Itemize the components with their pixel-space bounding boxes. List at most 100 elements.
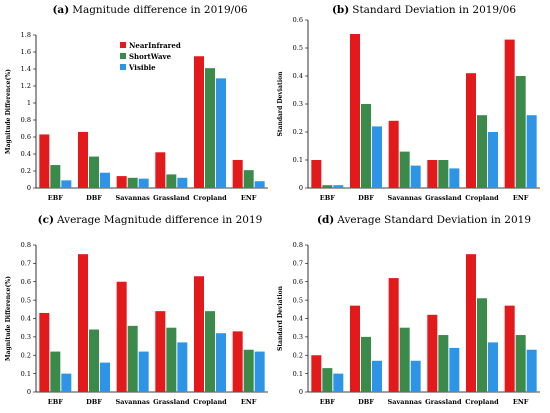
bar-shortwave-savannas — [127, 177, 138, 188]
x-tick-label: DBF — [358, 194, 374, 202]
y-tick-label: 0 — [27, 184, 31, 192]
bar-shortwave-grassland — [166, 327, 177, 392]
y-tick-label: 0.8 — [21, 241, 31, 249]
legend-entry-shortwave: ShortWave — [129, 52, 172, 61]
bar-nearinfrared-dbf — [78, 131, 88, 188]
panel-title-text: Standard Deviation in 2019/06 — [352, 4, 516, 16]
bar-nearinfrared-savannas — [388, 120, 399, 188]
x-tick-label: Cropland — [465, 398, 499, 406]
y-tick-label: 0.1 — [21, 370, 31, 378]
y-tick-label: 1.6 — [21, 48, 31, 56]
bar-visible-dbf — [372, 360, 382, 392]
bar-visible-ebf — [333, 373, 344, 392]
y-tick-label: 0.7 — [293, 260, 303, 268]
bar-visible-grassland — [177, 177, 188, 188]
panel-title-text: Magnitude difference in 2019/06 — [72, 4, 248, 16]
y-tick-label: 0.1 — [293, 370, 303, 378]
x-tick-label: EBF — [48, 398, 63, 406]
bar-visible-cropland — [216, 78, 226, 188]
bar-shortwave-cropland — [477, 298, 487, 392]
legend-swatch-visible — [120, 64, 126, 70]
bar-shortwave-cropland — [205, 68, 215, 188]
x-tick-label: Savannas — [388, 194, 423, 202]
y-tick-label: 0.6 — [293, 16, 303, 24]
bar-visible-grassland — [449, 347, 460, 392]
bar-nearinfrared-ebf — [39, 312, 50, 392]
y-tick-label: 1.8 — [21, 31, 31, 39]
x-tick-label: Grassland — [425, 398, 462, 406]
bar-shortwave-dbf — [89, 329, 99, 392]
bar-shortwave-cropland — [477, 115, 487, 188]
x-tick-label: EBF — [320, 398, 335, 406]
x-tick-label: ENF — [241, 398, 257, 406]
bar-nearinfrared-grassland — [155, 311, 166, 392]
y-tick-label: 0.4 — [21, 150, 31, 158]
bar-visible-cropland — [488, 132, 498, 188]
bar-visible-enf — [254, 351, 265, 392]
bar-nearinfrared-grassland — [427, 314, 438, 392]
y-tick-label: 0.2 — [21, 351, 31, 359]
y-tick-label: 0.4 — [293, 72, 303, 80]
bar-nearinfrared-savannas — [116, 281, 127, 392]
bar-visible-cropland — [488, 342, 498, 392]
y-tick-label: 0.7 — [21, 260, 31, 268]
legend-swatch-shortwave — [120, 53, 126, 59]
x-tick-label: DBF — [358, 398, 374, 406]
bar-nearinfrared-ebf — [311, 160, 322, 188]
y-tick-label: 0 — [299, 388, 303, 396]
bar-visible-dbf — [100, 172, 110, 188]
bar-nearinfrared-cropland — [194, 56, 204, 188]
y-tick-label: 0.2 — [293, 128, 303, 136]
y-tick-label: 0.8 — [21, 116, 31, 124]
bar-shortwave-cropland — [205, 311, 215, 392]
y-tick-label: 0 — [27, 388, 31, 396]
x-tick-label: EBF — [320, 194, 335, 202]
y-tick-label: 0.3 — [293, 333, 303, 341]
bar-nearinfrared-savannas — [388, 278, 399, 392]
y-tick-label: 0.5 — [293, 44, 303, 52]
bar-shortwave-dbf — [361, 104, 371, 188]
bar-shortwave-savannas — [399, 151, 410, 188]
legend-entry-visible: Visible — [128, 63, 156, 72]
bar-nearinfrared-enf — [504, 305, 515, 392]
bar-shortwave-ebf — [322, 368, 333, 392]
bar-visible-cropland — [216, 333, 226, 392]
bar-nearinfrared-ebf — [39, 134, 50, 188]
panel-label: (b) — [332, 4, 349, 16]
x-tick-label: DBF — [86, 194, 102, 202]
bar-shortwave-enf — [515, 76, 526, 188]
bar-nearinfrared-ebf — [311, 355, 322, 392]
x-tick-label: Savannas — [116, 398, 151, 406]
bar-visible-enf — [526, 349, 537, 392]
x-tick-label: ENF — [241, 194, 257, 202]
chart-panel-0: (a) Magnitude difference in 2019/06 0 0.2 0.… — [5, 4, 268, 202]
bar-nearinfrared-dbf — [350, 305, 360, 392]
chart-panel-3: (d) Average Standard Deviation in 2019 0 0.… — [277, 214, 540, 406]
panel-label: (a) — [52, 4, 69, 16]
legend-swatch-nearinfrared — [120, 42, 126, 48]
x-tick-label: ENF — [513, 194, 529, 202]
y-axis-label: Magnitude Difference(%) — [5, 276, 12, 361]
bar-nearinfrared-enf — [232, 159, 243, 188]
bar-visible-savannas — [138, 178, 149, 188]
y-tick-label: 0.6 — [293, 278, 303, 286]
bar-shortwave-enf — [243, 349, 254, 392]
y-tick-label: 0.5 — [293, 296, 303, 304]
y-tick-label: 1.2 — [21, 82, 31, 90]
chart-title: (b) Standard Deviation in 2019/06 — [332, 4, 516, 16]
bar-shortwave-grassland — [166, 174, 177, 188]
x-tick-label: Grassland — [153, 194, 190, 202]
chart-title: (a) Magnitude difference in 2019/06 — [52, 4, 247, 16]
bar-visible-dbf — [372, 126, 382, 188]
chart-title: (c) Average Magnitude difference in 2019 — [38, 214, 263, 226]
bar-shortwave-dbf — [89, 156, 99, 188]
panel-title-text: Average Magnitude difference in 2019 — [56, 214, 262, 226]
x-tick-label: Savannas — [388, 398, 423, 406]
bar-nearinfrared-enf — [232, 331, 243, 392]
bar-shortwave-dbf — [361, 336, 371, 392]
y-tick-label: 1.4 — [21, 65, 31, 73]
legend-entry-nearinfrared: NearInfrared — [129, 41, 181, 50]
x-tick-label: Savannas — [116, 194, 151, 202]
bar-visible-ebf — [61, 180, 72, 188]
y-axis-label: Magnitude Difference(%) — [5, 69, 12, 154]
